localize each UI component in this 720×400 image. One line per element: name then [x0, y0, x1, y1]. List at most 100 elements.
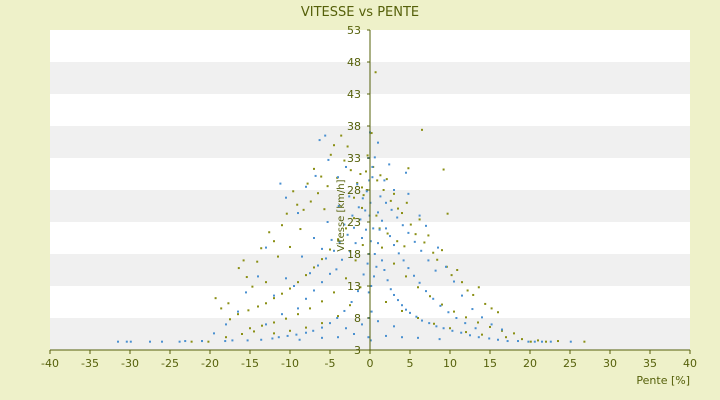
series-2-point — [265, 281, 267, 284]
series-1-point — [417, 336, 419, 339]
series-2-point — [362, 194, 365, 197]
series-2-point — [583, 340, 586, 343]
series-1-point — [313, 237, 315, 239]
series-2-point — [285, 212, 288, 215]
series-1-point — [297, 212, 299, 215]
y-tick-label: 53 — [347, 24, 361, 37]
series-2-point — [333, 291, 335, 294]
series-1-point — [407, 231, 410, 234]
series-1-point — [413, 274, 415, 277]
series-2-point — [277, 255, 279, 258]
series-1-points — [117, 131, 572, 343]
series-1-point — [393, 325, 395, 328]
x-axis-label: Pente [%] — [636, 374, 690, 387]
series-1-point — [129, 340, 132, 343]
series-1-point — [365, 190, 368, 193]
series-2-point — [381, 246, 383, 249]
series-2-point — [537, 339, 539, 342]
series-2-point — [370, 132, 373, 135]
series-1-point — [326, 221, 329, 223]
series-2-point — [521, 338, 523, 341]
series-1-point — [372, 227, 375, 230]
series-2-point — [249, 327, 251, 330]
series-2-point — [346, 145, 349, 148]
x-tick-label: 20 — [523, 357, 537, 370]
series-1-point — [338, 241, 341, 244]
series-1-point — [393, 293, 395, 296]
series-2-point — [309, 200, 312, 203]
series-2-point — [442, 168, 445, 171]
series-1-point — [335, 268, 338, 271]
series-1-point — [527, 340, 530, 343]
series-2-point — [242, 259, 245, 262]
series-1-point — [438, 338, 441, 341]
series-1-point — [425, 224, 427, 227]
series-2-point — [545, 340, 547, 343]
series-2-point — [265, 302, 267, 305]
series-1-point — [333, 249, 335, 252]
x-tick-label: 40 — [683, 357, 697, 370]
series-1-point — [420, 249, 423, 252]
y-tick-label: 33 — [347, 152, 361, 165]
series-2-point — [441, 249, 443, 252]
series-2-point — [414, 233, 417, 236]
x-tick-label: 30 — [603, 357, 617, 370]
series-1-point — [273, 294, 275, 297]
series-2-point — [477, 286, 480, 289]
series-2-point — [297, 313, 299, 316]
y-tick-label: 48 — [347, 56, 361, 69]
series-1-point — [297, 307, 299, 310]
series-1-point — [277, 336, 280, 339]
y-tick-label: 3 — [354, 344, 361, 357]
series-1-point — [314, 174, 317, 177]
series-2-point — [321, 258, 323, 261]
x-axis-ticks: -40 -35 -30 -25 -20 -15 -10 -5 0 5 10 15 20 25 30 35 40 — [41, 350, 697, 370]
series-2-point — [349, 169, 352, 172]
series-2-point — [260, 247, 263, 250]
series-2-point — [257, 305, 259, 308]
series-2-point — [397, 207, 399, 210]
series-1-point — [357, 206, 360, 209]
series-2-point — [446, 212, 449, 215]
series-1-point — [337, 176, 339, 179]
series-2-point — [375, 214, 378, 217]
series-2-point — [465, 316, 467, 319]
series-2-point — [361, 186, 363, 189]
series-2-point — [417, 286, 419, 289]
series-1-point — [474, 327, 477, 330]
x-tick-label: -40 — [41, 357, 59, 370]
series-1-point — [381, 259, 383, 262]
series-1-point — [393, 189, 395, 191]
x-tick-label: -5 — [325, 357, 336, 370]
series-1-point — [321, 247, 323, 250]
series-2-point — [366, 154, 369, 157]
series-1-point — [451, 329, 454, 332]
series-1-point — [368, 179, 371, 182]
series-2-point — [385, 301, 387, 303]
series-1-point — [286, 334, 289, 337]
series-2-point — [227, 302, 230, 305]
series-1-point — [161, 340, 163, 343]
series-1-point — [361, 197, 364, 200]
series-1-point — [369, 339, 372, 342]
series-2-point — [466, 289, 469, 292]
series-2-point — [289, 329, 291, 332]
series-1-point — [350, 301, 353, 303]
series-2-point — [323, 208, 326, 211]
series-1-point — [295, 333, 298, 336]
series-1-point — [455, 317, 458, 319]
series-1-point — [453, 280, 455, 283]
series-1-point — [265, 246, 267, 249]
series-2-point — [382, 189, 385, 191]
series-2-point — [273, 321, 275, 324]
series-2-point — [281, 292, 283, 295]
series-1-point — [178, 340, 181, 343]
y-tick-label: 38 — [347, 120, 361, 133]
series-1-point — [569, 340, 572, 343]
series-1-point — [385, 334, 387, 337]
series-1-point — [330, 238, 333, 241]
series-2-point — [333, 144, 335, 147]
series-2-point — [461, 281, 463, 284]
series-2-point — [389, 199, 392, 202]
series-1-point — [418, 281, 421, 284]
